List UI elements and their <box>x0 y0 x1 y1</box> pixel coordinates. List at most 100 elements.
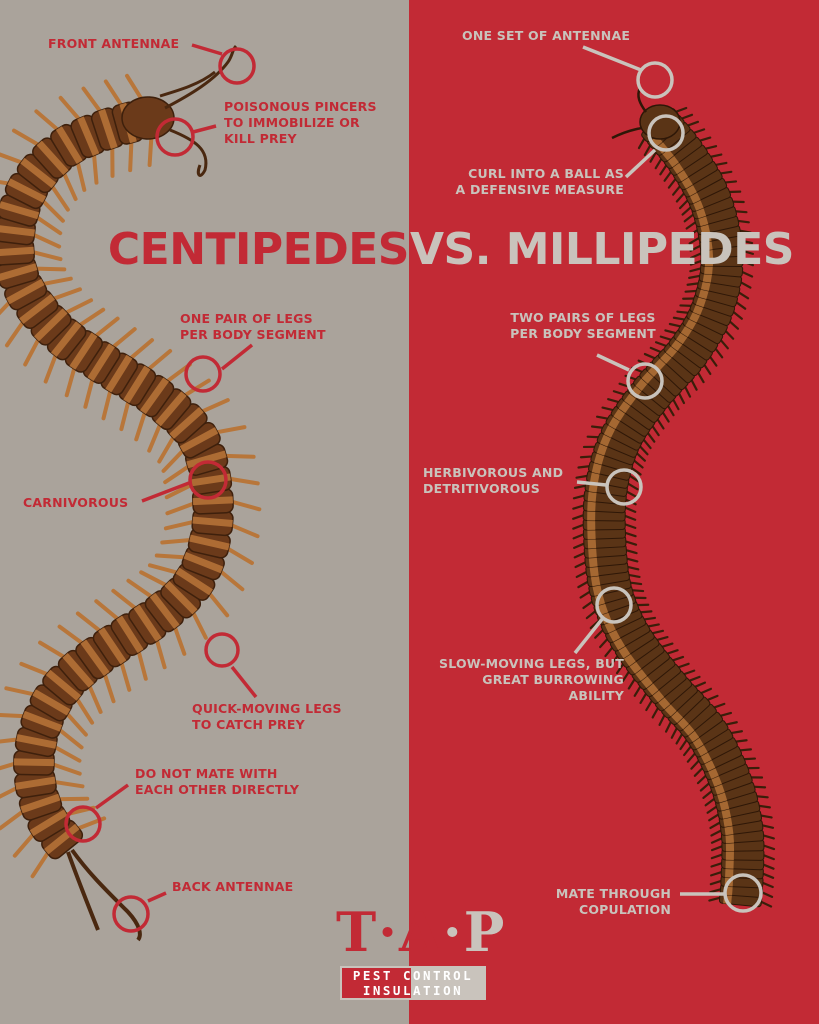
carnivorous-leader <box>141 481 190 503</box>
two-pairs-legs-leader <box>596 353 630 372</box>
centipede-mating-marker <box>64 805 102 843</box>
millipede-leg <box>679 738 689 751</box>
millipede-leg <box>724 721 738 726</box>
one-pair-legs-marker <box>184 355 222 393</box>
millipede-leg <box>718 711 733 718</box>
carnivorous-marker <box>188 460 228 500</box>
millipede-leg <box>639 691 648 705</box>
millipede-leg <box>682 669 696 676</box>
millipede-leg <box>683 212 696 223</box>
millipede-leg <box>691 128 706 135</box>
millipede-leg <box>761 872 775 879</box>
millipede-leg <box>655 417 665 430</box>
logo-insulation: INSULATION <box>362 983 464 998</box>
millipede-leg <box>710 853 725 860</box>
millipede-leg <box>723 329 735 340</box>
slow-legs-marker <box>595 586 633 624</box>
millipede-leg <box>651 706 660 719</box>
millipede-leg <box>718 170 733 175</box>
millipede-leg <box>615 662 625 675</box>
label-one-pair-legs: ONE PAIR OF LEGS PER BODY SEGMENT <box>180 311 326 342</box>
millipede-leg <box>761 834 775 840</box>
millipede-leg <box>623 506 637 513</box>
one-pair-legs-leader <box>220 343 254 371</box>
millipede-leg <box>649 346 663 354</box>
millipede-leg <box>572 494 587 500</box>
millipede-leg <box>719 338 729 350</box>
millipede-leg <box>577 465 592 469</box>
label-front-antennae: FRONT ANTENNAE <box>48 36 180 51</box>
millipede-leg <box>630 589 645 593</box>
millipede-leg <box>573 484 588 489</box>
front-antenna <box>159 70 216 98</box>
logo-mark-right: ·P <box>442 900 507 964</box>
logo-red-half <box>342 968 411 998</box>
millipede-leg <box>595 415 610 420</box>
millipede-leg <box>658 713 666 726</box>
millipede-leg <box>675 191 686 203</box>
label-slow-legs: SLOW-MOVING LEGS, BUT GREAT BURROWING AB… <box>439 656 624 703</box>
millipede-leg <box>702 789 714 799</box>
millipede-leg <box>686 751 697 763</box>
pincers-leader <box>192 124 217 134</box>
millipede-leg <box>740 249 755 255</box>
millipede-leg <box>742 757 757 761</box>
millipede-leg <box>713 346 724 359</box>
diet-marker <box>605 468 643 506</box>
millipede-leg <box>575 570 589 579</box>
millipede-leg <box>678 198 690 210</box>
millipede-leg <box>758 814 773 819</box>
millipede-leg <box>663 170 673 182</box>
pincers-marker <box>155 117 195 157</box>
label-pincers: POISONOUS PINCERS TO IMMOBILIZE OR KILL … <box>224 99 377 146</box>
millipede-leg <box>674 106 688 114</box>
label-centipede-mating: DO NOT MATE WITH EACH OTHER DIRECTLY <box>135 766 300 797</box>
millipede-leg <box>761 844 776 851</box>
millipede-leg <box>706 805 719 814</box>
millipede-leg <box>710 836 724 844</box>
millipede-leg <box>633 684 642 697</box>
centipede-head <box>121 96 175 140</box>
millipede-leg <box>675 732 684 745</box>
millipede-leg <box>757 804 771 809</box>
centipede-segment <box>118 363 157 407</box>
title-centipedes: CENTIPEDES <box>107 224 410 275</box>
millipede-antenna <box>611 126 643 140</box>
millipede-leg <box>623 522 637 529</box>
millipede-leg <box>710 844 725 852</box>
millipede-leg <box>733 739 748 743</box>
centipede-segment <box>13 749 55 776</box>
millipede-leg <box>688 236 701 245</box>
millipede-callouts <box>573 45 763 913</box>
millipede-leg <box>679 113 694 120</box>
millipede-leg <box>579 590 592 599</box>
millipede-leg <box>642 616 657 621</box>
millipede-leg <box>623 540 638 546</box>
diet-leader <box>576 480 607 487</box>
millipede-leg <box>574 560 588 569</box>
millipede-leg <box>739 280 752 289</box>
millipede-leg <box>659 335 674 342</box>
millipede-leg <box>627 677 637 690</box>
millipede-leg <box>607 398 621 404</box>
quick-legs-marker <box>204 632 240 668</box>
millipede-leg <box>687 675 701 683</box>
curl-leader <box>624 148 657 179</box>
millipede-leg <box>572 513 586 520</box>
millipede-leg <box>686 282 701 286</box>
millipede-leg <box>699 781 711 792</box>
millipede-leg <box>667 177 678 189</box>
millipede-leg <box>699 687 713 695</box>
millipede-leg <box>585 609 598 620</box>
millipede-leg <box>661 410 670 423</box>
millipede-leg <box>710 861 724 868</box>
millipede-leg <box>684 289 699 293</box>
millipede-leg <box>664 329 678 335</box>
millipede-leg <box>685 120 700 127</box>
millipede-leg <box>668 322 683 328</box>
millipede-leg <box>625 565 640 571</box>
millipede-leg <box>664 720 673 733</box>
millipede-leg <box>696 370 705 384</box>
curl-marker <box>647 114 685 152</box>
